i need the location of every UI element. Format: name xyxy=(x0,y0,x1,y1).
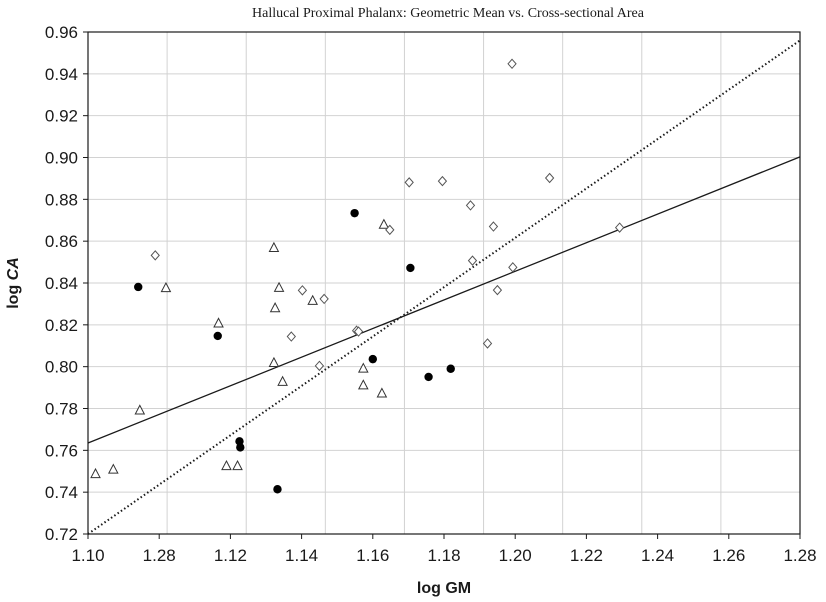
data-point-open-triangle xyxy=(107,463,119,474)
y-axis-label: log CA xyxy=(5,257,22,309)
data-point-open-diamond xyxy=(492,284,503,296)
data-point-filled-circle xyxy=(350,208,359,218)
y-axis-label-var: CA xyxy=(5,257,22,280)
y-tick-label: 0.86 xyxy=(45,232,78,251)
x-tick-label: 1.10 xyxy=(71,546,104,565)
y-tick-label: 0.84 xyxy=(45,274,78,293)
y-tick-label: 0.88 xyxy=(45,190,78,209)
y-tick-label: 0.96 xyxy=(45,23,78,42)
x-axis-label: log GM xyxy=(417,580,471,597)
y-tick-label: 0.78 xyxy=(45,400,78,419)
data-points xyxy=(90,58,625,494)
data-point-open-diamond xyxy=(437,175,448,187)
x-tick-label: 1.24 xyxy=(641,546,674,565)
regression-line xyxy=(87,156,801,444)
data-point-open-diamond xyxy=(507,58,517,70)
x-tick-label: 1.22 xyxy=(570,546,603,565)
y-tick-label: 0.76 xyxy=(45,441,78,460)
data-point-filled-circle xyxy=(406,263,415,273)
data-point-open-diamond xyxy=(614,222,625,233)
data-point-filled-circle xyxy=(424,372,433,382)
data-point-open-diamond xyxy=(385,224,395,236)
x-tick-label: 1.26 xyxy=(712,546,745,565)
data-point-open-diamond xyxy=(482,338,493,349)
y-axis-label-prefix: log xyxy=(5,280,22,308)
x-tick-label: 1.28 xyxy=(783,546,816,565)
data-point-open-diamond xyxy=(465,200,476,211)
y-tick-label: 0.80 xyxy=(45,358,78,377)
data-point-open-triangle xyxy=(277,375,288,386)
data-point-open-diamond xyxy=(508,262,518,273)
data-point-open-triangle xyxy=(160,281,172,293)
data-point-open-triangle xyxy=(134,404,146,415)
y-tick-label: 0.82 xyxy=(45,316,78,335)
data-point-filled-circle xyxy=(273,485,282,494)
x-axis-ticks: 1.10 1.28 1.12 1.14 1.16 1.18 1.20 1.22 1.24 1.26… xyxy=(71,534,817,565)
data-point-open-diamond xyxy=(150,250,160,261)
data-point-filled-circle xyxy=(134,282,143,292)
isometry-line xyxy=(87,39,801,535)
data-point-open-diamond xyxy=(488,221,499,232)
data-point-open-triangle xyxy=(378,218,390,229)
data-point-filled-circle xyxy=(446,364,455,373)
data-point-open-triangle xyxy=(269,302,281,313)
data-point-filled-circle xyxy=(368,354,377,364)
data-point-open-diamond xyxy=(286,331,296,342)
data-point-open-diamond xyxy=(319,293,329,305)
data-point-open-diamond xyxy=(314,360,325,372)
data-point-open-triangle xyxy=(213,317,224,328)
x-tick-label: 1.16 xyxy=(356,546,389,565)
y-tick-label: 0.90 xyxy=(45,149,78,168)
y-tick-label: 0.74 xyxy=(45,483,78,502)
chart-title: Hallucal Proximal Phalanx: Geometric Mea… xyxy=(252,6,645,21)
y-tick-label: 0.92 xyxy=(45,107,78,126)
regression-lines xyxy=(87,39,801,535)
data-point-open-triangle xyxy=(357,379,369,390)
data-point-open-triangle xyxy=(232,459,243,471)
data-point-open-triangle xyxy=(268,241,280,252)
x-tick-label: 1.14 xyxy=(285,546,318,565)
x-tick-label: 1.20 xyxy=(499,546,532,565)
data-point-open-triangle xyxy=(273,281,285,292)
data-point-open-diamond xyxy=(467,255,478,266)
data-point-open-triangle xyxy=(376,387,388,398)
y-axis-ticks: 0.72 0.74 0.76 0.78 0.80 0.82 0.84 0.86 0.88 0.90… xyxy=(45,23,88,544)
x-tick-label: 1.28 xyxy=(143,546,176,565)
x-tick-label: 1.18 xyxy=(427,546,460,565)
y-tick-label: 0.72 xyxy=(45,525,78,544)
x-tick-label: 1.12 xyxy=(214,546,247,565)
data-point-filled-circle xyxy=(213,331,222,341)
data-point-open-triangle xyxy=(357,362,369,373)
data-point-open-diamond xyxy=(544,172,555,184)
data-point-open-diamond xyxy=(404,177,414,188)
data-point-open-triangle xyxy=(268,356,280,368)
data-point-open-triangle xyxy=(221,459,232,471)
y-tick-label: 0.94 xyxy=(45,65,78,84)
data-point-open-triangle xyxy=(307,294,319,305)
data-point-open-diamond xyxy=(297,285,308,296)
data-point-open-triangle xyxy=(90,467,101,479)
gridlines xyxy=(88,32,800,534)
data-point-filled-circle xyxy=(236,443,245,452)
data-point-open-diamond xyxy=(353,326,364,337)
